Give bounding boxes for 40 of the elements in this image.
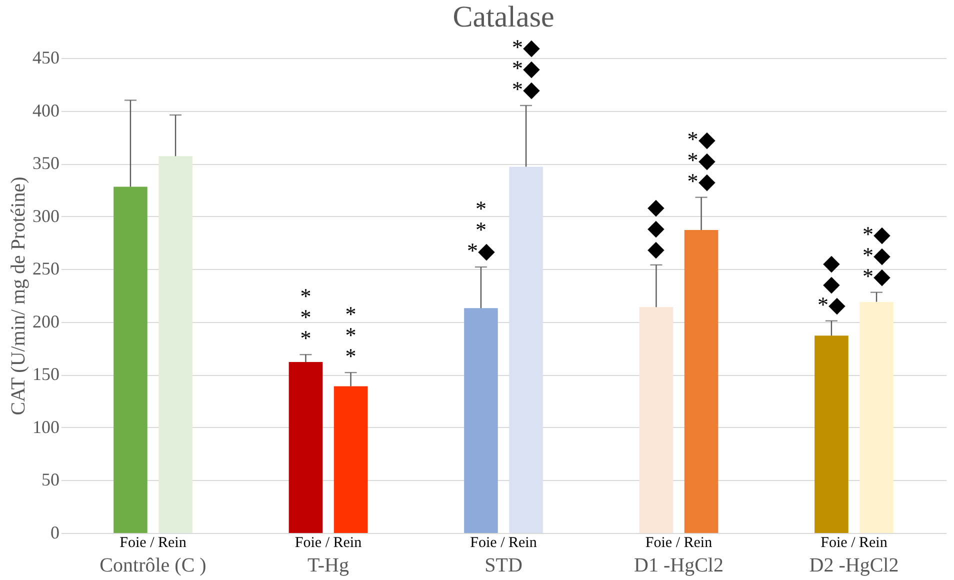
y-tick-label: 50 [42,470,60,490]
bar [860,302,894,533]
text: Foie / Rein [645,535,713,551]
data-label: * * * [300,284,312,351]
x-tick-label: D1 -HgCl2 [634,554,724,576]
bar [639,307,674,533]
x-tick-label: STD [484,554,522,576]
data-label: * * *◆ [466,196,495,263]
data-label: *◆ *◆ *◆ [687,126,716,194]
y-tick-label: 400 [32,100,60,120]
chart-title: Catalase [452,0,554,34]
y-tick-label: 200 [32,311,60,332]
bar [288,362,323,533]
x-tick-label: Contrôle (C ) [100,554,206,576]
text: Foie / Rein [820,535,888,551]
text: Foie / Rein [470,535,538,551]
y-tick-label: 250 [32,258,60,279]
y-tick-label: 300 [32,206,60,226]
y-tick-label: 100 [32,416,60,437]
data-label: *◆ *◆ *◆ [512,34,540,102]
y-tick-label: 450 [32,48,60,68]
y-tick-label: 0 [50,522,60,542]
bar [158,156,192,533]
data-label: ◆ ◆ ◆ [648,194,665,261]
bar [114,186,148,533]
bar [814,336,848,533]
data-label: *◆ *◆ *◆ [862,221,891,288]
bar [509,166,543,533]
y-tick-label: 150 [32,364,60,384]
x-tick-label: T-Hg [308,554,349,576]
text: Foie / Rein [294,535,362,551]
bar [464,308,498,533]
data-label: * * * [345,302,356,369]
x-tick-label: D2 -HgCl2 [809,554,899,576]
bar [334,386,368,533]
y-tick-label: 350 [32,153,60,174]
y-axis-title: CAT (U/min/ mg de Protéine) [8,176,30,416]
text: Foie / Rein [120,535,187,551]
bar [684,230,718,533]
data-label: ◆ ◆ *◆ [817,250,846,317]
